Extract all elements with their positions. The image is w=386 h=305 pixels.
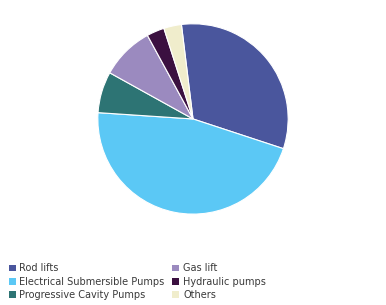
Wedge shape: [147, 28, 193, 119]
Legend: Rod lifts, Electrical Submersible Pumps, Progressive Cavity Pumps, Gas lift, Hyd: Rod lifts, Electrical Submersible Pumps,…: [9, 263, 266, 300]
Wedge shape: [98, 113, 283, 214]
Wedge shape: [110, 35, 193, 119]
Wedge shape: [164, 24, 193, 119]
Wedge shape: [98, 73, 193, 119]
Wedge shape: [181, 24, 288, 149]
